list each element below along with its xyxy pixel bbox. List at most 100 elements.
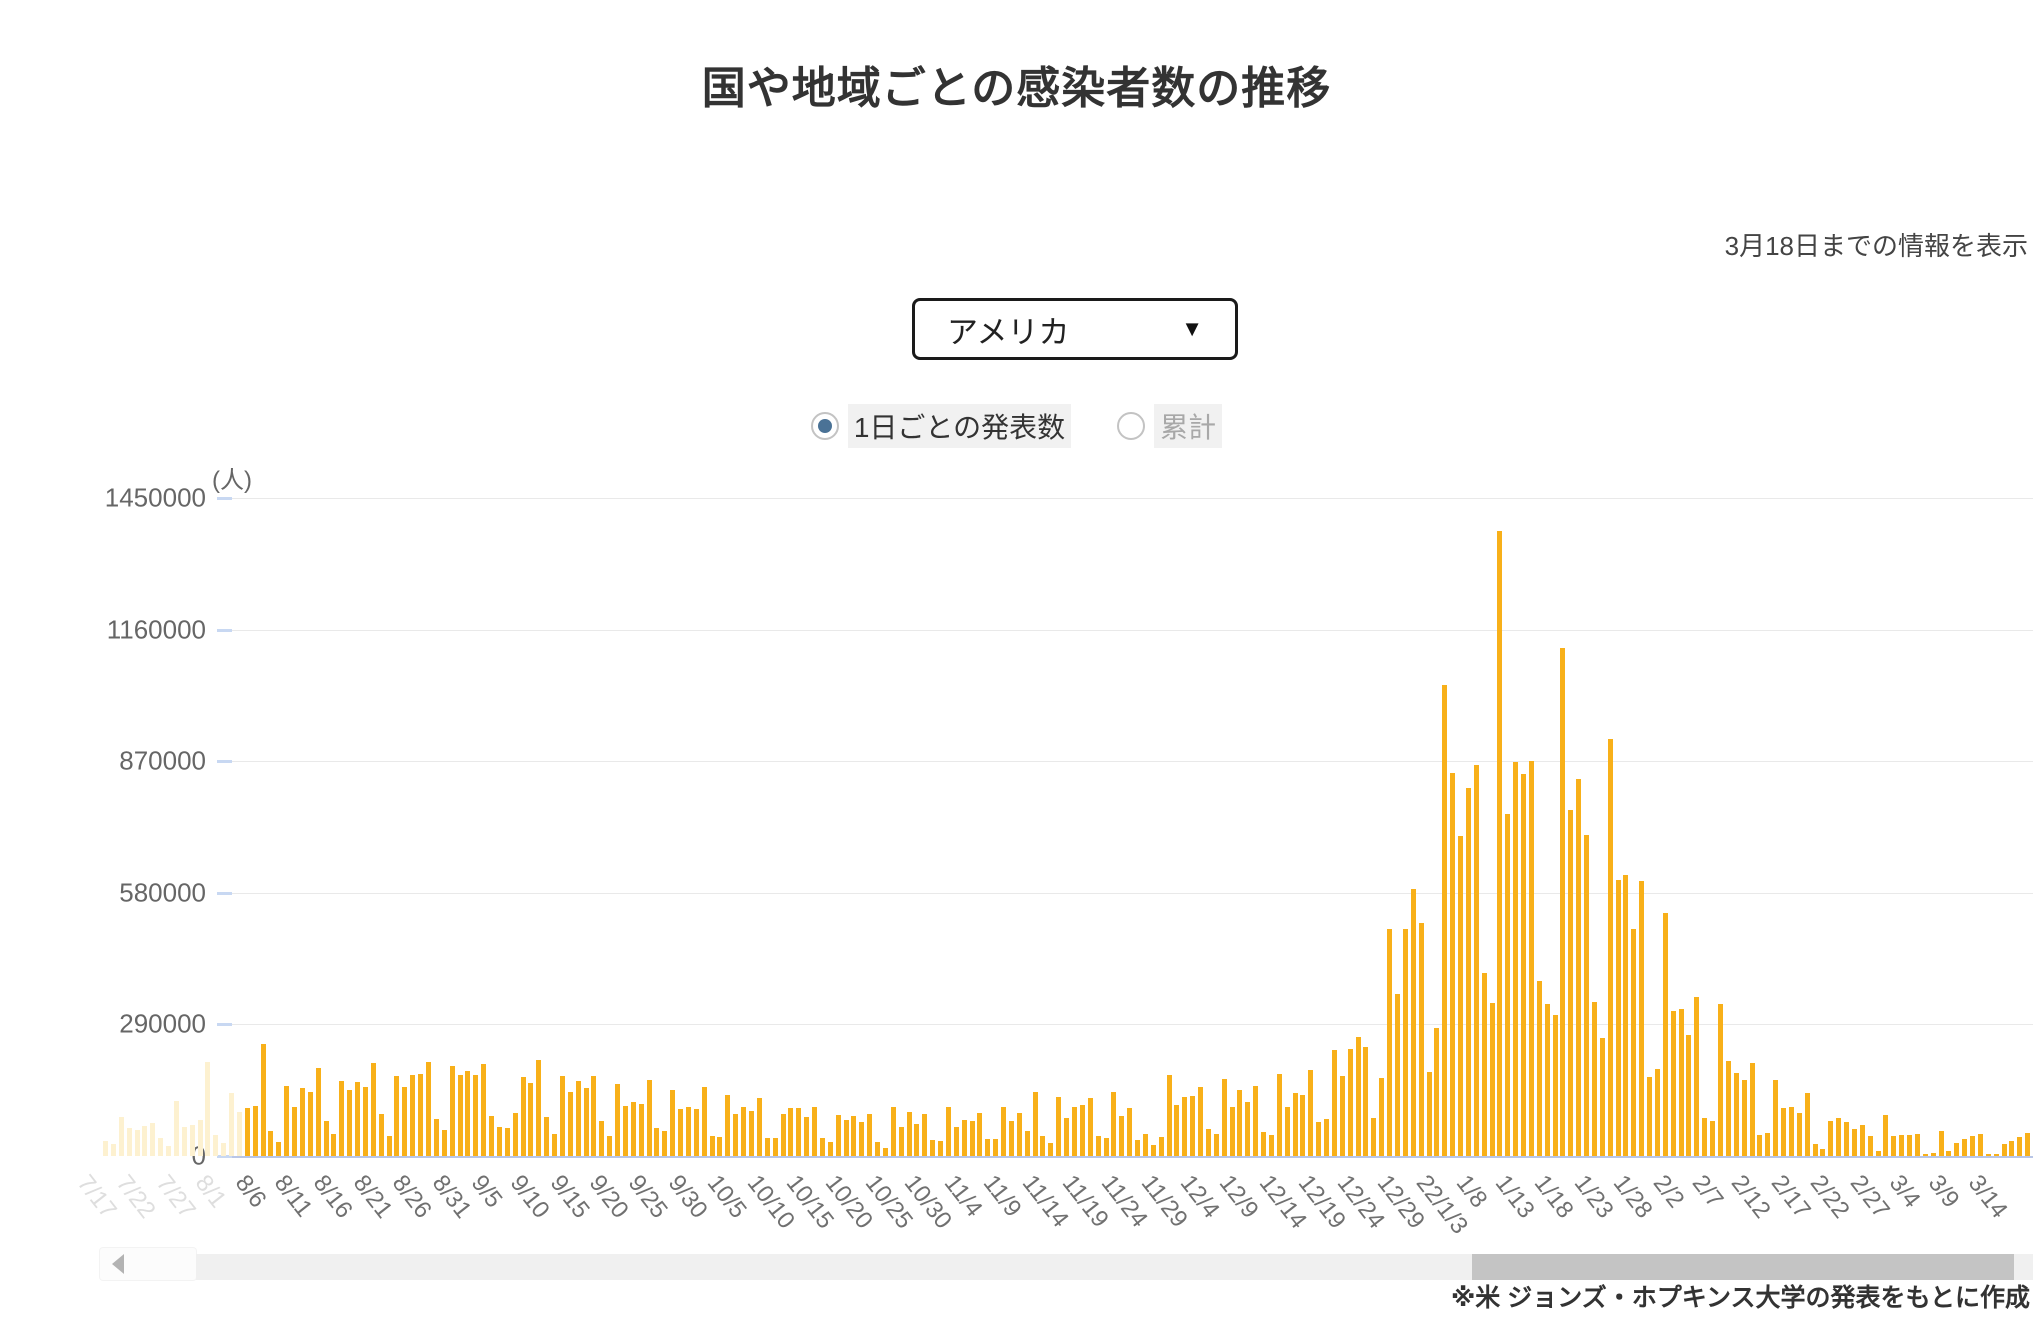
bar: [1655, 1069, 1660, 1156]
bar: [1726, 1061, 1731, 1156]
bar: [1553, 1015, 1558, 1156]
bar: [1694, 997, 1699, 1156]
bar: [1324, 1119, 1329, 1156]
x-axis-label: 2/12: [1726, 1170, 1777, 1224]
bar: [1458, 836, 1463, 1156]
bar: [1568, 810, 1573, 1156]
chevron-down-icon: ▼: [1181, 316, 1203, 341]
bar: [1813, 1144, 1818, 1156]
bar: [1040, 1136, 1045, 1156]
bar: [1143, 1134, 1148, 1156]
bar: [1954, 1143, 1959, 1156]
bar: [859, 1122, 864, 1156]
bar: [1245, 1102, 1250, 1156]
bar: [324, 1121, 329, 1156]
bar: [276, 1142, 281, 1156]
bar: [150, 1123, 155, 1156]
bar: [1379, 1078, 1384, 1156]
bar: [741, 1107, 746, 1156]
source-attribution: ※米 ジョンズ・ホプキンス大学の発表をもとに作成: [1450, 1284, 2030, 1312]
bar: [1001, 1107, 1006, 1156]
bar: [1986, 1154, 1991, 1156]
x-axis-label: 8/31: [426, 1170, 477, 1224]
bar: [1899, 1135, 1904, 1156]
bar: [1734, 1073, 1739, 1156]
bar: [1939, 1131, 1944, 1156]
bar: [654, 1128, 659, 1156]
bar: [394, 1076, 399, 1156]
bar: [1679, 1009, 1684, 1156]
bar: [1805, 1093, 1810, 1156]
bar: [1048, 1143, 1053, 1156]
bar: [2009, 1141, 2014, 1156]
radio-cumulative-circle[interactable]: [1117, 412, 1146, 440]
bar: [1750, 1063, 1755, 1156]
bar: [851, 1116, 856, 1156]
bar: [316, 1068, 321, 1156]
x-axis-label: 10/5: [701, 1170, 752, 1224]
bar: [678, 1109, 683, 1156]
bar: [836, 1115, 841, 1156]
bar: [1616, 880, 1621, 1156]
bar: [331, 1134, 336, 1156]
radio-selected-dot: [817, 419, 832, 433]
bar: [891, 1107, 896, 1156]
bar: [922, 1114, 927, 1156]
bar: [796, 1108, 801, 1156]
bar: [1521, 774, 1526, 1156]
bar: [458, 1075, 463, 1156]
bar: [1852, 1129, 1857, 1156]
bar: [773, 1138, 778, 1156]
bar: [355, 1082, 360, 1156]
bar: [426, 1062, 431, 1156]
gridline: [222, 1024, 2033, 1026]
bar: [662, 1131, 667, 1156]
bar: [1907, 1135, 1912, 1156]
bar: [1765, 1133, 1770, 1156]
bar: [907, 1112, 912, 1156]
bar: [237, 1112, 242, 1156]
radio-cumulative[interactable]: 累計: [1117, 404, 1223, 448]
radio-daily[interactable]: 1日ごとの発表数: [810, 404, 1072, 448]
bar: [111, 1144, 116, 1156]
bar: [1167, 1075, 1172, 1156]
bar: [1442, 685, 1447, 1156]
bar: [1789, 1107, 1794, 1156]
axis-tick: [217, 891, 232, 895]
gridline: [222, 629, 2033, 631]
bar: [1474, 765, 1479, 1156]
bar: [465, 1071, 470, 1156]
bar: [930, 1140, 935, 1156]
bar: [639, 1104, 644, 1156]
bar: [1340, 1076, 1345, 1156]
bar: [694, 1109, 699, 1156]
radio-cumulative-label: 累計: [1154, 404, 1223, 448]
scrollbar-thumb[interactable]: [1472, 1254, 2014, 1280]
bar: [1773, 1080, 1778, 1156]
scroll-left-button[interactable]: [100, 1248, 196, 1280]
bar: [1237, 1090, 1242, 1156]
bar: [308, 1092, 313, 1156]
bar: [1056, 1097, 1061, 1156]
country-select[interactable]: アメリカ ▼: [912, 298, 1238, 360]
bar: [1025, 1131, 1030, 1156]
country-select-value: アメリカ: [947, 314, 1070, 350]
bar: [1710, 1121, 1715, 1156]
bar: [1545, 1004, 1550, 1156]
y-axis-unit-label: (人): [212, 467, 252, 494]
axis-tick: [217, 628, 232, 632]
bar: [686, 1107, 691, 1156]
bar: [489, 1116, 494, 1156]
bar: [1269, 1135, 1274, 1156]
radio-daily-circle[interactable]: [810, 412, 839, 440]
bar: [1395, 994, 1400, 1156]
bar: [387, 1136, 392, 1156]
bar: [615, 1084, 620, 1156]
bar: [1860, 1125, 1865, 1156]
bar: [631, 1102, 636, 1156]
chart-horizontal-scrollbar[interactable]: [100, 1248, 2033, 1280]
bar: [1198, 1087, 1203, 1156]
y-axis-label: 1160000: [106, 614, 206, 645]
bar: [1261, 1132, 1266, 1156]
bar: [560, 1076, 565, 1156]
